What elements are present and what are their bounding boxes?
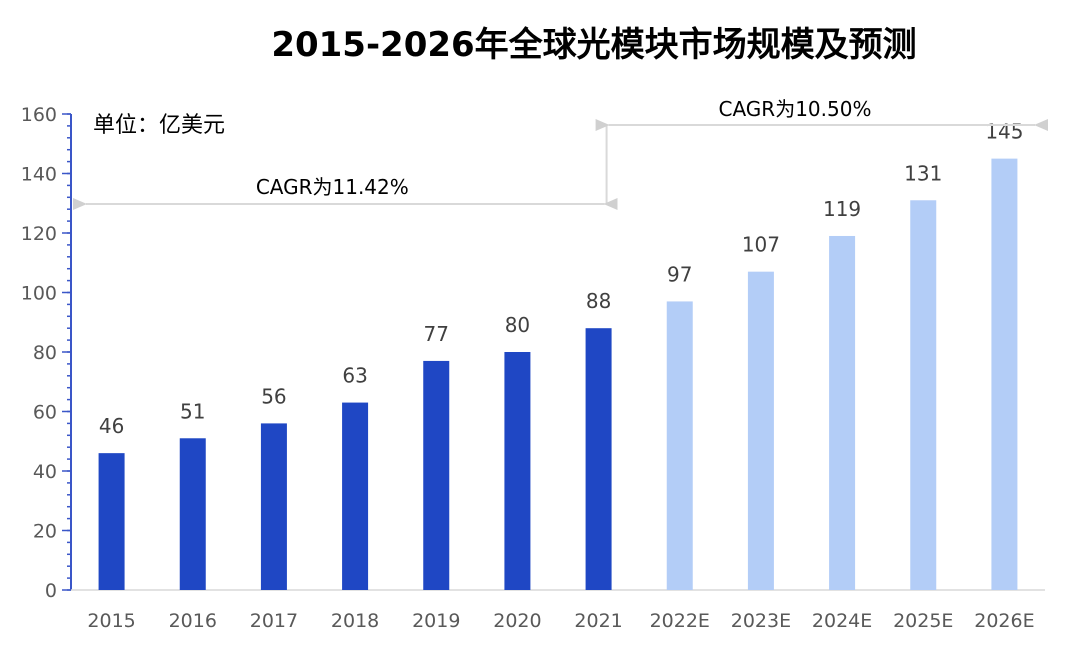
bar-value-label: 97 [667, 262, 692, 286]
x-tick-label: 2022E [650, 610, 710, 632]
bar-value-label: 46 [99, 414, 124, 438]
bar-value-label: 77 [424, 322, 449, 346]
bar-value-label: 88 [586, 289, 611, 313]
bar-value-label: 56 [261, 384, 286, 408]
y-tick-label: 160 [21, 104, 57, 126]
bar-forecast [666, 301, 693, 590]
x-tick-label: 2017 [250, 610, 298, 632]
y-tick-label: 120 [21, 223, 57, 245]
chart-title: 2015-2026年全球光模块市场规模及预测 [271, 25, 916, 65]
data-labels: 46 51 56 63 77 80 88 97 107 119 131 145 [99, 120, 1024, 439]
bar-actual [423, 360, 450, 590]
bar-actual [504, 352, 531, 590]
x-tick-label: 2015 [87, 610, 135, 632]
x-tick-label: 2024E [812, 610, 872, 632]
y-tick-label: 0 [45, 580, 57, 602]
bar-value-label: 131 [904, 161, 942, 185]
bar-actual [179, 438, 206, 590]
bar-value-label: 63 [342, 364, 367, 388]
bar-actual [98, 453, 125, 590]
y-tick-label: 40 [33, 461, 57, 483]
bar-forecast [747, 271, 774, 590]
bar-value-label: 80 [505, 313, 530, 337]
x-tick-label: 2021 [574, 610, 622, 632]
x-tick-label: 2016 [169, 610, 217, 632]
bar-value-label: 119 [823, 197, 861, 221]
cagr-label-forecast: CAGR为10.50% [719, 97, 872, 121]
x-tick-label: 2019 [412, 610, 460, 632]
y-tick-label: 140 [21, 164, 57, 186]
cagr-annotations: CAGR为11.42% CAGR为10.50% [73, 97, 1048, 210]
bar-forecast [910, 200, 937, 590]
bar-value-label: 145 [985, 120, 1023, 144]
x-tick-label: 2020 [493, 610, 541, 632]
x-tick-label: 2026E [974, 610, 1034, 632]
bar-value-label: 107 [742, 233, 780, 257]
bar-forecast [829, 235, 856, 590]
bar-actual [342, 402, 369, 590]
y-tick-label: 100 [21, 283, 57, 305]
bar-actual [585, 328, 612, 590]
unit-label: 单位：亿美元 [93, 113, 225, 138]
x-axis: 2015 2016 2017 2018 2019 2020 2021 2022E 2023E 20… [71, 589, 1045, 632]
x-tick-label: 2018 [331, 610, 379, 632]
y-tick-label: 20 [33, 521, 57, 543]
bar-forecast [991, 158, 1018, 590]
y-tick-label: 80 [33, 342, 57, 364]
bar-value-label: 51 [180, 399, 205, 423]
bar-actual [260, 423, 287, 590]
cagr-label-historical: CAGR为11.42% [256, 175, 409, 199]
y-tick-label: 60 [33, 402, 57, 424]
bar-series [98, 158, 1018, 590]
x-tick-label: 2025E [893, 610, 953, 632]
x-tick-label: 2023E [731, 610, 791, 632]
y-axis: 0 20 40 60 80 100 120 140 160 [21, 104, 72, 602]
